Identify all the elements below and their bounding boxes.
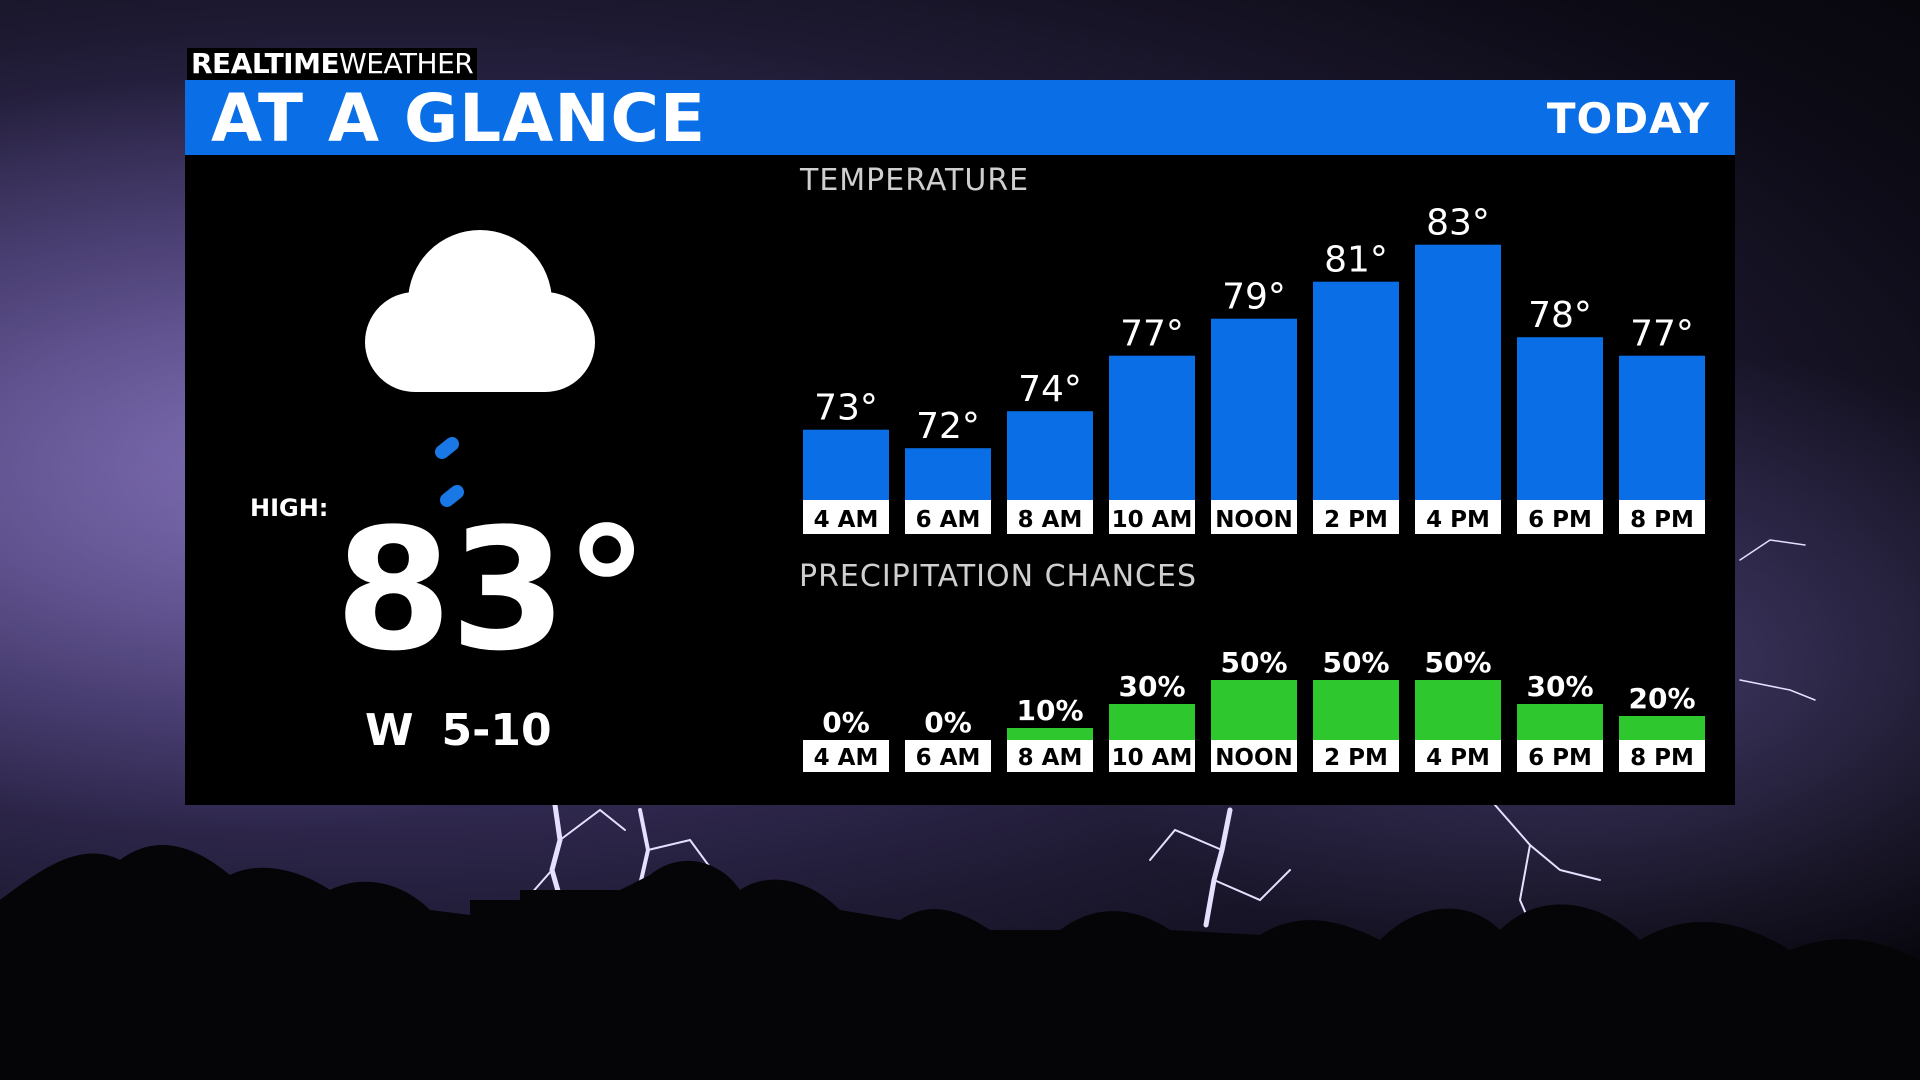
period-label: TODAY [1546,94,1710,143]
precipitation-tick-label: 2 PM [1324,745,1388,771]
precipitation-tick-box [1415,740,1501,772]
temperature-tick-box [1109,500,1195,534]
forecast-panel: AT A GLANCE TODAY HIGH: 83° W 5-10 TEMPER… [185,80,1735,805]
precipitation-tick-label: NOON [1215,745,1293,771]
precipitation-data-label: 50% [1322,646,1389,679]
temperature-bar [905,448,991,500]
temperature-tick-box [1415,500,1501,534]
precipitation-bar [1517,704,1603,740]
temperature-tick-label: 8 PM [1630,507,1694,533]
temperature-chart-title: TEMPERATURE [800,163,1030,198]
temperature-data-label: 72° [916,406,980,447]
temperature-tick-label: 6 AM [916,507,981,533]
precipitation-bar [1109,704,1195,740]
precipitation-data-label: 30% [1118,670,1185,703]
temperature-data-label: 74° [1018,369,1082,410]
temperature-data-label: 79° [1222,277,1286,318]
precipitation-tick-box [1517,740,1603,772]
wind-direction: W [365,705,414,756]
precipitation-bar [1211,680,1297,740]
precipitation-data-label: 0% [924,706,972,739]
temperature-bar [803,429,889,500]
temperature-tick-label: 8 AM [1018,507,1083,533]
precipitation-tick-label: 4 AM [814,745,879,771]
temperature-tick-box [1517,500,1603,534]
temperature-bar [1313,281,1399,500]
brand-bold-text: REALTIME [191,47,340,80]
precipitation-tick-label: 4 PM [1426,745,1490,771]
brand-logo: REALTIMEWEATHER [187,47,478,80]
cloud-rain-icon [365,230,595,507]
temperature-tick-box [905,500,991,534]
temperature-bar [1007,411,1093,500]
precipitation-tick-box [1109,740,1195,772]
precipitation-bar [1313,680,1399,740]
page-title: AT A GLANCE [211,80,707,157]
temperature-tick-box [1007,500,1093,534]
temperature-tick-label: 10 AM [1112,507,1193,533]
precipitation-tick-label: 8 PM [1630,745,1694,771]
precipitation-tick-label: 8 AM [1018,745,1083,771]
high-temperature: 83° [335,492,649,688]
precipitation-tick-box [803,740,889,772]
temperature-tick-box [1619,500,1705,534]
precipitation-tick-box [1619,740,1705,772]
precipitation-tick-label: 6 AM [916,745,981,771]
temperature-data-label: 73° [814,388,878,429]
temperature-data-label: 78° [1528,295,1592,336]
precipitation-data-label: 50% [1424,646,1491,679]
wind-info: W 5-10 [365,705,552,756]
precipitation-chart: 0% 4 AM 0% 6 AM 10% 8 AM 30% 10 AM 50% NOON 50% 2 P… [803,646,1705,772]
precipitation-tick-box [1313,740,1399,772]
precipitation-tick-label: 6 PM [1528,745,1592,771]
precipitation-tick-box [905,740,991,772]
temperature-tick-label: 2 PM [1324,507,1388,533]
precipitation-tick-box [1211,740,1297,772]
temperature-bar [1415,244,1501,500]
brand-light-text: WEATHER [339,47,474,80]
precipitation-data-label: 20% [1628,682,1695,715]
wind-speed: 5-10 [441,705,552,756]
temperature-bar [1211,318,1297,500]
tree-house-silhouette [0,844,1920,1080]
precipitation-bar [1619,716,1705,740]
precipitation-tick-label: 10 AM [1112,745,1193,771]
temperature-tick-box [1211,500,1297,534]
precipitation-data-label: 10% [1016,694,1083,727]
temperature-bar [1517,337,1603,500]
temperature-data-label: 77° [1120,314,1184,355]
temperature-tick-label: 6 PM [1528,507,1592,533]
precipitation-data-label: 30% [1526,670,1593,703]
precipitation-chart-title: PRECIPITATION CHANCES [799,559,1197,594]
temperature-tick-label: 4 PM [1426,507,1490,533]
precipitation-bar [1415,680,1501,740]
precipitation-data-label: 50% [1220,646,1287,679]
panel-header: AT A GLANCE TODAY [185,80,1735,155]
temperature-bar [1109,355,1195,500]
temperature-tick-box [803,500,889,534]
precipitation-data-label: 0% [822,706,870,739]
temperature-data-label: 77° [1630,314,1694,355]
temperature-bar [1619,355,1705,500]
precipitation-bar [1007,728,1093,740]
rain-drop-icon [435,437,464,507]
temperature-data-label: 83° [1426,203,1490,244]
precipitation-tick-box [1007,740,1093,772]
high-label: HIGH: [250,494,329,522]
temperature-data-label: 81° [1324,240,1388,281]
temperature-tick-box [1313,500,1399,534]
temperature-tick-label: NOON [1215,507,1293,533]
temperature-tick-label: 4 AM [814,507,879,533]
temperature-chart: 73° 4 AM 72° 6 AM 74° 8 AM 77° 10 AM 79° NOON 81° 2… [803,203,1705,534]
